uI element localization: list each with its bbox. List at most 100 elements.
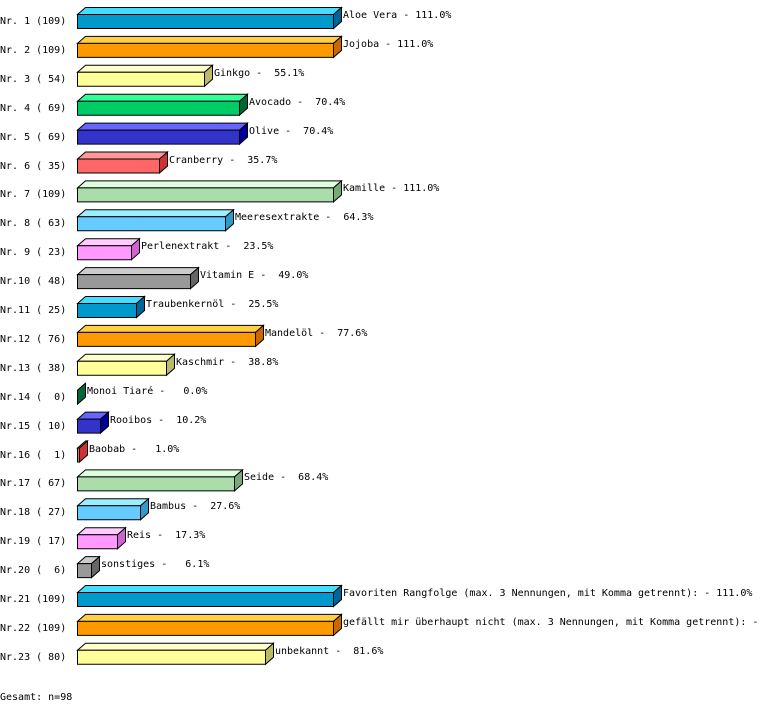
bar-top-face: [76, 122, 249, 131]
category-label: Cranberry - 35.7%: [169, 154, 278, 166]
row-label: Nr.10 ( 48): [0, 276, 67, 288]
bar-top-face: [76, 613, 343, 622]
row-label: Nr.17 ( 67): [0, 478, 67, 490]
category-label: Bambus - 27.6%: [150, 501, 241, 513]
bar-19: [76, 526, 127, 550]
category-label: Kaschmir - 38.8%: [176, 356, 279, 368]
bar-front-face: [77, 245, 132, 261]
bar-front-face: [77, 620, 334, 636]
bar-front-face: [77, 563, 92, 579]
total-count: Gesamt: n=98: [0, 692, 73, 703]
bar-front-face: [77, 534, 118, 550]
row-label: Nr. 7 (109): [0, 189, 67, 201]
row-label: Nr. 4 ( 69): [0, 102, 67, 114]
bar-front-face: [77, 158, 160, 174]
bar-top-face: [76, 585, 343, 593]
bar-14: [77, 382, 86, 406]
bar-front-face: [77, 476, 235, 492]
bar-front-face: [77, 129, 240, 145]
category-label: Traubenkernöl - 25.5%: [146, 299, 279, 310]
row-label: Nr.13 ( 38): [0, 362, 67, 374]
row-label: Nr.16 ( 1): [0, 449, 67, 461]
bar-top-face: [76, 296, 146, 304]
bar-front-face: [77, 331, 256, 347]
bar-15: [76, 410, 110, 435]
bar-front-face: [77, 42, 334, 58]
bar-top-face: [76, 469, 244, 478]
bar-23: [76, 642, 275, 666]
bar-1: [76, 6, 343, 30]
bar-top-face: [76, 642, 275, 651]
category-label: Meeresextrakte - 64.3%: [235, 212, 374, 224]
category-label: Avocado - 70.4%: [249, 96, 346, 108]
row-label: Nr. 3 ( 54): [0, 73, 67, 85]
bar-top-face: [76, 267, 200, 276]
row-label: Nr.23 ( 80): [0, 651, 67, 663]
bar-front-face: [77, 505, 141, 521]
bar-18: [76, 497, 150, 521]
category-label: Olive - 70.4%: [249, 125, 334, 137]
row-label: Nr. 6 ( 35): [0, 160, 67, 172]
bar-5: [76, 121, 249, 146]
row-label: Nr. 2 (109): [0, 44, 67, 56]
bar-17: [76, 468, 244, 493]
bar-6: [76, 150, 169, 175]
category-label: Kamille - 111.0%: [343, 183, 440, 195]
row-label: Nr. 9 ( 23): [0, 247, 67, 259]
row-label: Nr.15 ( 10): [0, 420, 67, 432]
bar-front-face: [77, 187, 334, 203]
bar-20: [76, 555, 101, 579]
row-label: Nr. 1 (109): [0, 16, 67, 27]
bar-front-face: [77, 100, 240, 116]
bar-side-face: [77, 382, 86, 406]
bar-21: [76, 584, 343, 608]
category-label: sonstiges - 6.1%: [101, 559, 210, 571]
bar-front-face: [77, 418, 101, 434]
bar-top-face: [76, 324, 265, 333]
row-label: Nr.21 (109): [0, 594, 67, 605]
category-label: gefällt mir überhaupt nicht (max. 3 Nenn…: [343, 616, 765, 628]
bar-7: [76, 179, 343, 204]
bar-front-face: [77, 274, 191, 290]
category-label: Seide - 68.4%: [244, 472, 329, 484]
bar-11: [76, 295, 146, 319]
bar-front-face: [77, 649, 266, 665]
row-label: Nr.22 (109): [0, 622, 67, 634]
category-label: Reis - 17.3%: [127, 530, 206, 542]
bar-8: [76, 208, 235, 232]
bar-9: [76, 237, 141, 261]
bar-top-face: [76, 353, 176, 362]
category-label: Mandelöl - 77.6%: [265, 327, 368, 339]
category-label: Baobab - 1.0%: [89, 443, 180, 455]
category-label: Monoi Tiaré - 0.0%: [87, 385, 208, 397]
bar-10: [76, 266, 200, 290]
category-label: Aloe Vera - 111.0%: [343, 10, 452, 21]
bar-top-face: [76, 209, 235, 218]
bar-top-face: [76, 64, 214, 73]
row-label: Nr. 8 ( 63): [0, 218, 67, 230]
bar-top-face: [76, 93, 249, 102]
bar-side-face: [79, 439, 88, 464]
bar-13: [76, 353, 176, 377]
bar-front-face: [77, 14, 334, 29]
bar-front-face: [77, 71, 205, 87]
row-label: Nr.20 ( 6): [0, 565, 67, 577]
category-label: Ginkgo - 55.1%: [214, 67, 305, 79]
bar-front-face: [77, 216, 226, 232]
bar-2: [76, 35, 343, 59]
bar-22: [76, 613, 343, 637]
bar-top-face: [76, 238, 141, 247]
bar-front-face: [77, 592, 334, 607]
bar-front-face: [77, 447, 80, 463]
bar-front-face: [77, 360, 167, 376]
bar-top-face: [76, 35, 343, 44]
bar-top-face: [76, 7, 343, 15]
bar-3: [76, 64, 214, 88]
category-label: Favoriten Rangfolge (max. 3 Nennungen, m…: [343, 588, 753, 599]
bar-top-face: [76, 151, 169, 160]
bar-16: [76, 439, 89, 464]
row-label: Nr.11 ( 25): [0, 305, 67, 316]
row-label: Nr. 5 ( 69): [0, 131, 67, 143]
row-label: Nr.14 ( 0): [0, 391, 67, 403]
